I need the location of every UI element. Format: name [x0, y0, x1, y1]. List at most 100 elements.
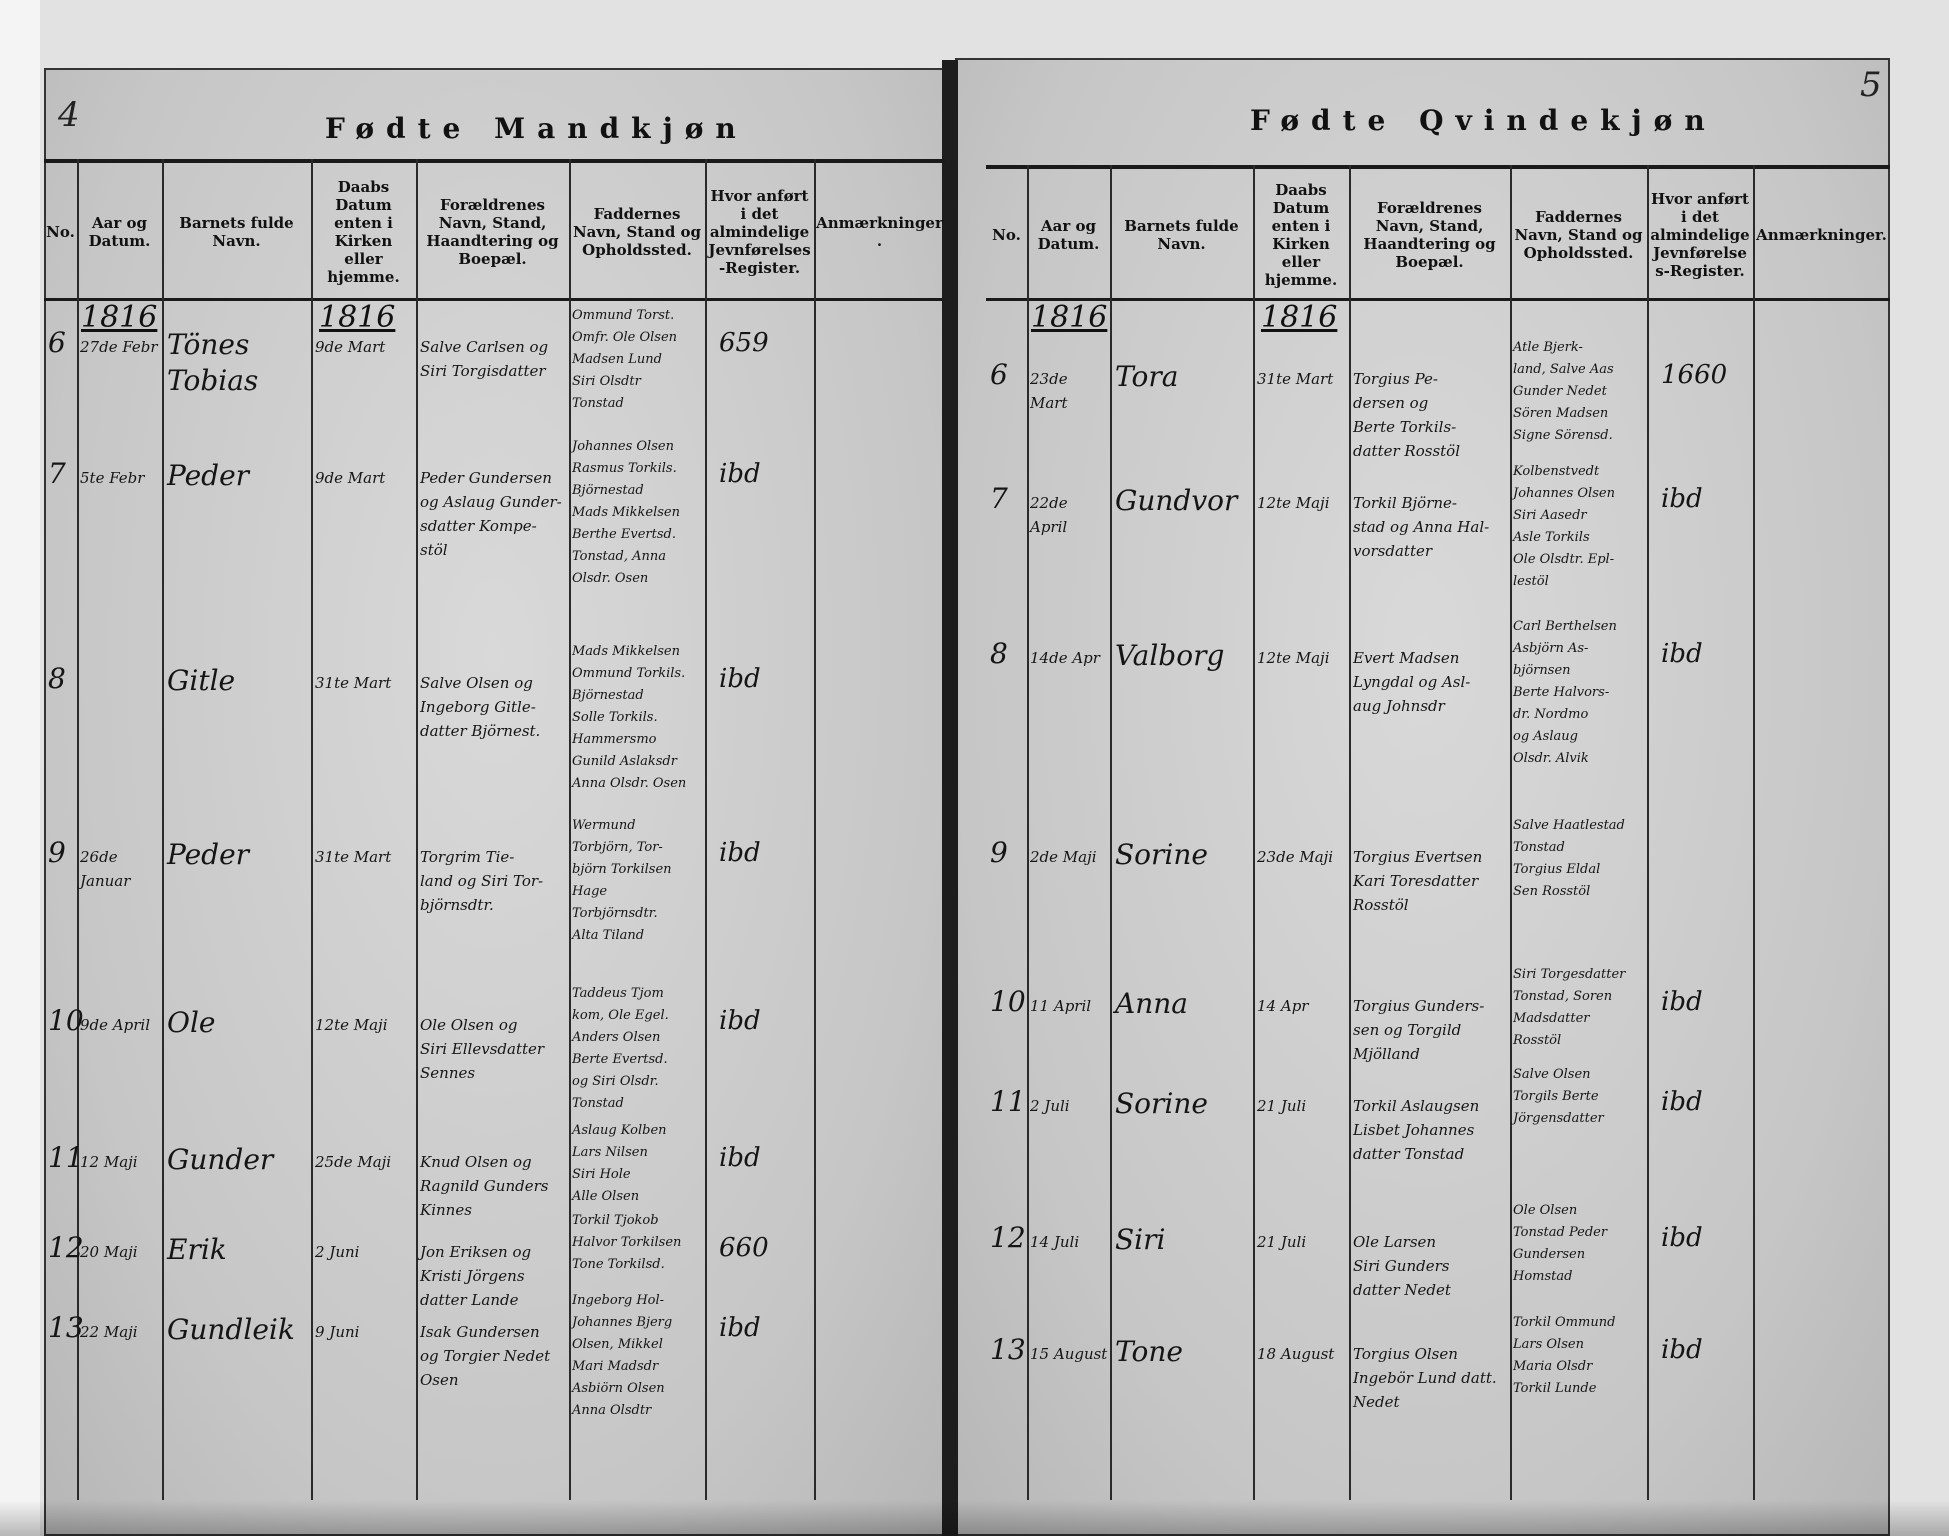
column-divider	[311, 159, 313, 1500]
column-header: Hvor anført i det almindelige Jevnførels…	[708, 186, 811, 277]
entry-parents: Salve Olsen og Ingeborg Gitle- datter Bj…	[420, 674, 541, 740]
entry-birth-date: 22de April	[1030, 494, 1068, 536]
entry-child-name: Sorine	[1115, 1087, 1208, 1120]
entry-baptism-date: 9 Juni	[315, 1323, 360, 1341]
entry-baptism-date: 12te Maji	[1257, 494, 1330, 512]
entry-parents: Peder Gundersen og Aslaug Gunder- sdatte…	[420, 469, 562, 559]
column-header: Barnets fulde Navn.	[179, 213, 294, 250]
entry-register-ref: ibd	[1661, 987, 1703, 1017]
entry-register-ref: ibd	[1661, 1087, 1703, 1117]
entry-sponsors: Johannes Olsen Rasmus Torkils. Björnesta…	[572, 439, 680, 586]
entry-number: 13	[48, 1311, 84, 1344]
entry-child-name: Tone	[1115, 1335, 1183, 1368]
entry-parents: Torgius Olsen Ingebör Lund datt. Nedet	[1353, 1345, 1497, 1411]
entry-birth-date: 26de Januar	[80, 848, 131, 890]
entry-sponsors: Atle Bjerk- land, Salve Aas Gunder Nedet…	[1513, 340, 1614, 443]
column-header: Aar og Datum.	[1037, 216, 1100, 253]
entry-child-name: Peder	[167, 459, 250, 492]
entry-birth-date: 11 April	[1030, 997, 1092, 1015]
column-header: Faddernes Navn, Stand og Opholdssted.	[572, 204, 702, 259]
entry-register-ref: 660	[719, 1233, 769, 1263]
entry-register-ref: ibd	[1661, 1223, 1703, 1253]
entry-birth-date: 2de Maji	[1030, 848, 1097, 866]
entry-baptism-date: 9de Mart	[315, 338, 386, 356]
entry-baptism-date: 31te Mart	[315, 674, 392, 692]
entry-number: 12	[48, 1231, 84, 1264]
column-divider	[1647, 165, 1649, 1500]
column-header: Faddernes Navn, Stand og Opholdssted.	[1514, 207, 1643, 262]
entry-sponsors: Ingeborg Hol- Johannes Bjerg Olsen, Mikk…	[572, 1293, 673, 1418]
column-header: No.	[992, 225, 1021, 244]
right-page-title: Fødte Qvindekjøn	[1250, 104, 1717, 137]
entry-parents: Torgius Evertsen Kari Toresdatter Rosstö…	[1353, 848, 1483, 914]
year-baptism: 1816	[319, 300, 396, 335]
entry-child-name: Gitle	[167, 664, 236, 697]
entry-parents: Torgius Pe- dersen og Berte Torkils- dat…	[1353, 370, 1460, 460]
column-header: Hvor anført i det almindelige Jevnførels…	[1650, 189, 1750, 280]
column-header: Anmærkninger.	[1756, 225, 1887, 244]
column-header: Aar og Datum.	[88, 213, 151, 250]
column-header: Anmærkninger.	[816, 213, 943, 250]
entry-sponsors: Aslaug Kolben Lars Nilsen Siri Hole Alle…	[572, 1123, 667, 1204]
year-baptism: 1816	[1261, 300, 1338, 335]
column-divider	[416, 159, 418, 1500]
entry-parents: Isak Gundersen og Torgier Nedet Osen	[420, 1323, 551, 1389]
entry-birth-date: 9de April	[80, 1016, 150, 1034]
column-divider	[77, 159, 79, 1500]
entry-child-name: Gunder	[167, 1143, 274, 1176]
entry-number: 7	[990, 482, 1008, 515]
column-header: Daabs Datum enten i Kirken eller hjemme.	[1264, 180, 1338, 289]
entry-register-ref: 1660	[1661, 360, 1728, 390]
entry-number: 6	[990, 358, 1008, 391]
entry-number: 6	[48, 326, 66, 359]
entry-child-name: Tönes Tobias	[167, 328, 259, 397]
entry-birth-date: 14de Apr	[1030, 649, 1100, 667]
column-divider	[1753, 165, 1755, 1500]
entry-register-ref: ibd	[719, 664, 761, 694]
entry-baptism-date: 9de Mart	[315, 469, 386, 487]
entry-birth-date: 14 Juli	[1030, 1233, 1080, 1251]
entry-baptism-date: 31te Mart	[315, 848, 392, 866]
column-divider	[162, 159, 164, 1500]
entry-register-ref: ibd	[1661, 639, 1703, 669]
year-birth: 1816	[1031, 300, 1108, 335]
entry-child-name: Valborg	[1115, 639, 1225, 672]
entry-sponsors: Salve Haatlestad Tonstad Torgius Eldal S…	[1513, 818, 1625, 899]
column-header: Forældrenes Navn, Stand, Haandtering og …	[1363, 198, 1496, 271]
column-divider	[1253, 165, 1255, 1500]
column-header: Forældrenes Navn, Stand, Haandtering og …	[426, 195, 559, 268]
entry-number: 13	[990, 1333, 1026, 1366]
entry-parents: Ole Larsen Siri Gunders datter Nedet	[1353, 1233, 1451, 1299]
header-bottom-rule	[986, 298, 1890, 301]
entry-baptism-date: 2 Juni	[315, 1243, 360, 1261]
entry-baptism-date: 12te Maji	[315, 1016, 388, 1034]
entry-number: 9	[990, 836, 1008, 869]
entry-baptism-date: 12te Maji	[1257, 649, 1330, 667]
entry-child-name: Gundvor	[1115, 484, 1238, 517]
entry-number: 8	[990, 637, 1008, 670]
entry-register-ref: ibd	[719, 459, 761, 489]
entry-birth-date: 20 Maji	[80, 1243, 138, 1261]
entry-register-ref: 659	[719, 328, 769, 358]
entry-parents: Ole Olsen og Siri Ellevsdatter Sennes	[420, 1016, 545, 1082]
left-page-number: 4	[58, 95, 80, 135]
entry-birth-date: 22 Maji	[80, 1323, 138, 1341]
entry-parents: Torkil Aslaugsen Lisbet Johannes datter …	[1353, 1097, 1480, 1163]
entry-register-ref: ibd	[719, 1143, 761, 1173]
entry-parents: Jon Eriksen og Kristi Jörgens datter Lan…	[420, 1243, 532, 1309]
entry-sponsors: Ommund Torst. Omfr. Ole Olsen Madsen Lun…	[572, 308, 678, 411]
entry-sponsors: Carl Berthelsen Asbjörn As- björnsen Ber…	[1513, 619, 1617, 766]
entry-birth-date: 15 August	[1030, 1345, 1108, 1363]
entry-sponsors: Mads Mikkelsen Ommund Torkils. Björnesta…	[572, 644, 687, 791]
column-divider	[1027, 165, 1029, 1500]
column-divider	[1510, 165, 1512, 1500]
entry-register-ref: ibd	[719, 1313, 761, 1343]
entry-child-name: Sorine	[1115, 838, 1208, 871]
entry-child-name: Erik	[167, 1233, 227, 1266]
entry-sponsors: Taddeus Tjom kom, Ole Egel. Anders Olsen…	[572, 986, 669, 1111]
entry-birth-date: 23de Mart	[1030, 370, 1068, 412]
column-divider	[814, 159, 816, 1500]
entry-sponsors: Siri Torgesdatter Tonstad, Soren Madsdat…	[1513, 967, 1626, 1048]
book-gutter	[942, 60, 958, 1536]
entry-birth-date: 5te Febr	[80, 469, 145, 487]
